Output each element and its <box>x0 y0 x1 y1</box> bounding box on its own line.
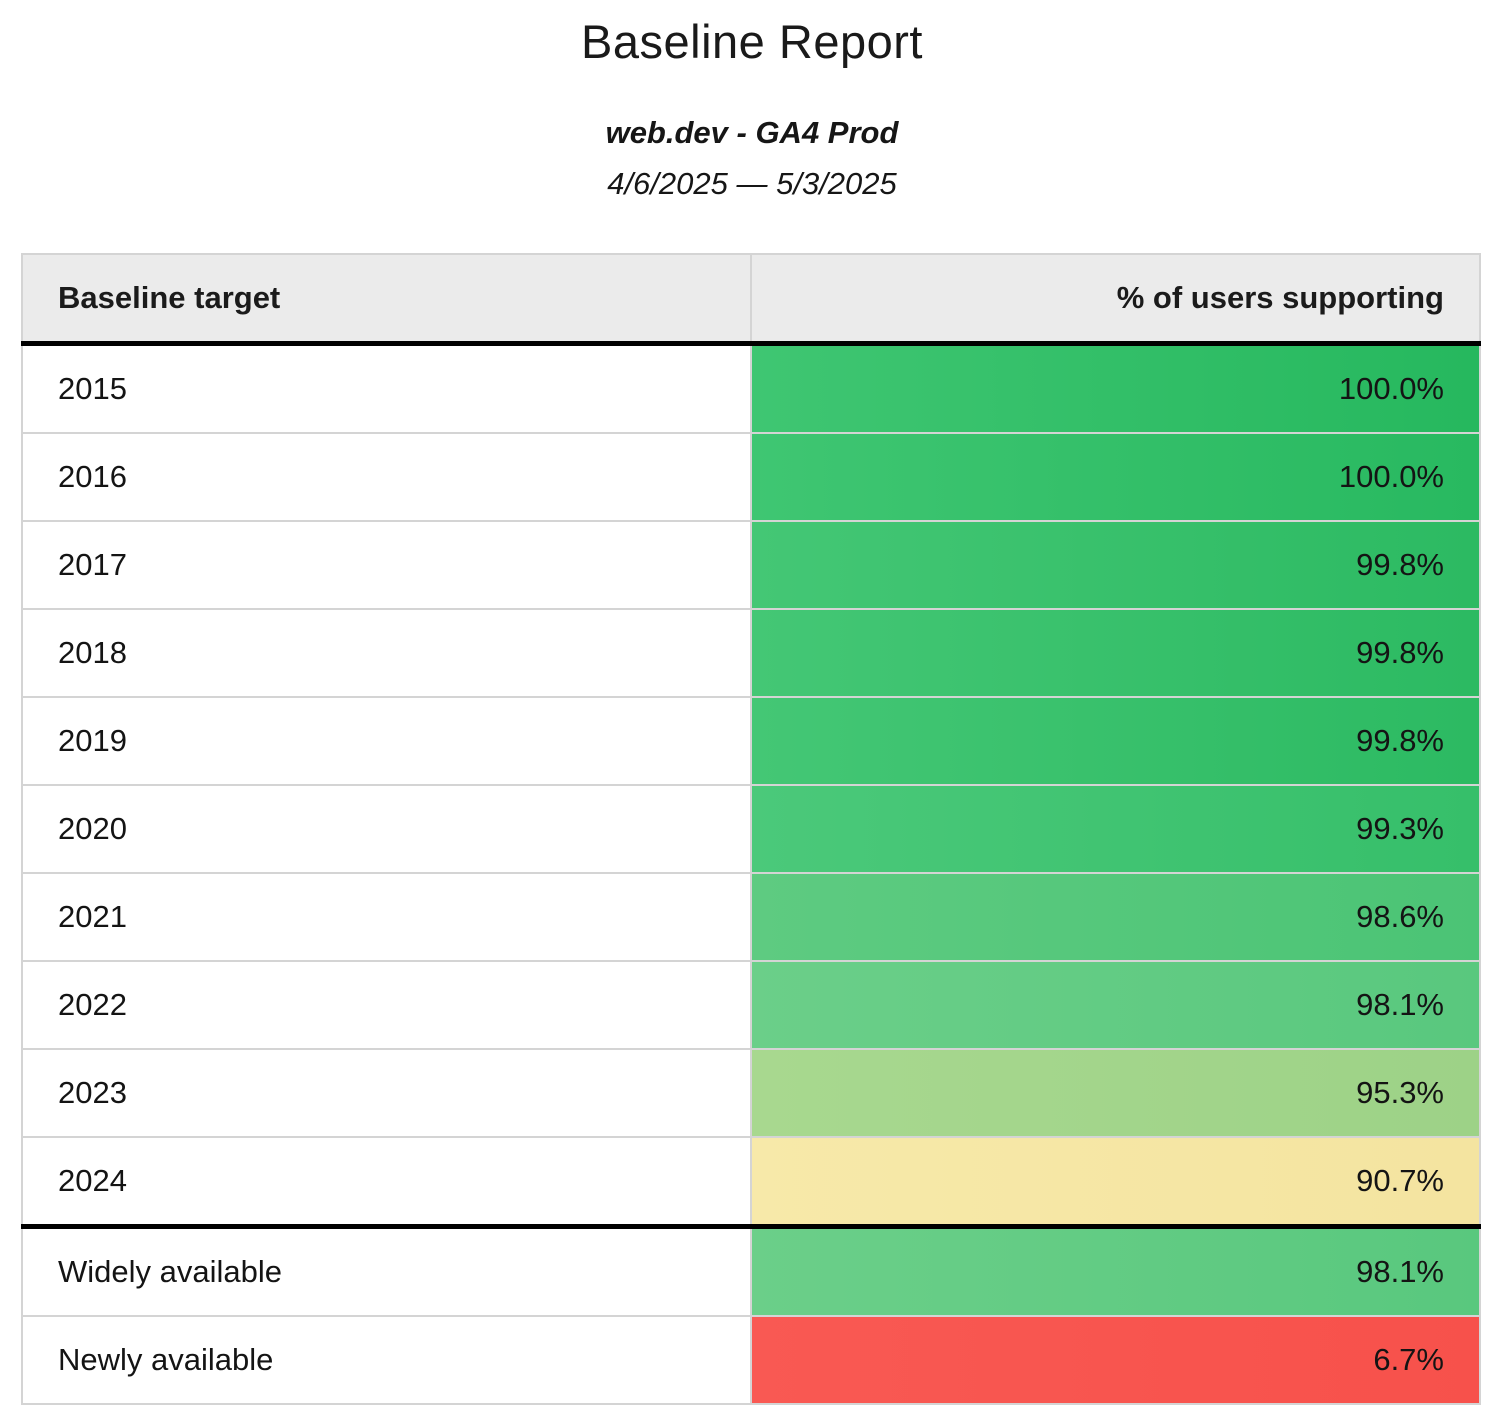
header-percent-supporting: % of users supporting <box>750 253 1481 346</box>
baseline-target-cell: 2016 <box>21 432 752 522</box>
table-row: 2019 99.8% <box>21 696 1481 786</box>
support-percent-cell: 99.8% <box>750 520 1481 610</box>
table-row: 2015 100.0% <box>21 342 1481 434</box>
support-percent-cell: 99.3% <box>750 784 1481 874</box>
baseline-target-cell: Newly available <box>21 1315 752 1405</box>
table-header: Baseline target % of users supporting <box>21 253 1481 346</box>
table-row: 2021 98.6% <box>21 872 1481 962</box>
baseline-target-cell: 2018 <box>21 608 752 698</box>
table-row: 2022 98.1% <box>21 960 1481 1050</box>
support-percent-cell: 100.0% <box>750 432 1481 522</box>
table-row: 2023 95.3% <box>21 1048 1481 1138</box>
report-date-range: 4/6/2025 — 5/3/2025 <box>607 166 897 201</box>
baseline-target-cell: Widely available <box>21 1224 752 1317</box>
baseline-target-cell: 2021 <box>21 872 752 962</box>
table-row: 2020 99.3% <box>21 784 1481 874</box>
support-percent-cell: 90.7% <box>750 1136 1481 1228</box>
support-percent-cell: 98.1% <box>750 960 1481 1050</box>
support-percent-cell: 100.0% <box>750 342 1481 434</box>
header-row: Baseline target % of users supporting <box>21 253 1481 346</box>
table-row: 2024 90.7% <box>21 1136 1481 1228</box>
support-percent-cell: 6.7% <box>750 1315 1481 1405</box>
table-row: 2018 99.8% <box>21 608 1481 698</box>
baseline-target-cell: 2015 <box>21 342 752 434</box>
header-baseline-target: Baseline target <box>21 253 752 346</box>
table-body: 2015 100.0% 2016 100.0% 2017 99.8% 2018 99.8% 20… <box>21 342 1481 1405</box>
report-subtitle: web.dev - GA4 Prod <box>605 115 899 150</box>
baseline-target-cell: 2019 <box>21 696 752 786</box>
baseline-target-cell: 2024 <box>21 1136 752 1228</box>
baseline-target-cell: 2017 <box>21 520 752 610</box>
table-row: Widely available 98.1% <box>21 1224 1481 1317</box>
table-row: 2016 100.0% <box>21 432 1481 522</box>
baseline-target-cell: 2022 <box>21 960 752 1050</box>
page-title: Baseline Report <box>581 15 923 68</box>
support-percent-cell: 98.1% <box>750 1224 1481 1317</box>
baseline-table: Baseline target % of users supporting 20… <box>21 253 1481 1405</box>
support-percent-cell: 95.3% <box>750 1048 1481 1138</box>
baseline-target-cell: 2023 <box>21 1048 752 1138</box>
table-row: Newly available 6.7% <box>21 1315 1481 1405</box>
support-percent-cell: 98.6% <box>750 872 1481 962</box>
support-percent-cell: 99.8% <box>750 696 1481 786</box>
support-percent-cell: 99.8% <box>750 608 1481 698</box>
baseline-target-cell: 2020 <box>21 784 752 874</box>
table-row: 2017 99.8% <box>21 520 1481 610</box>
